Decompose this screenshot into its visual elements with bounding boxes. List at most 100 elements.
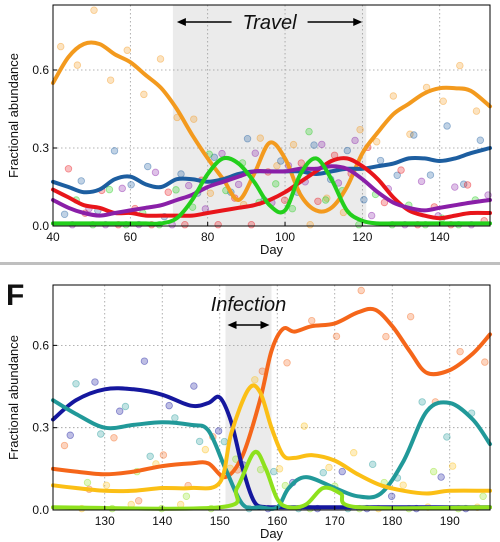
- scatter-point: [429, 467, 438, 476]
- scatter-point: [481, 358, 489, 366]
- x-axis-label: Day: [260, 526, 284, 541]
- scatter-point: [97, 430, 105, 438]
- scatter-point: [247, 220, 256, 229]
- annotation-text: Infection: [211, 294, 287, 316]
- scatter-point: [387, 492, 396, 500]
- scatter-point: [376, 156, 385, 165]
- scatter-point: [372, 138, 381, 146]
- scatter-point: [389, 92, 398, 100]
- scatter-point: [146, 452, 154, 460]
- scatter-point: [115, 407, 124, 415]
- scatter-point: [72, 380, 80, 388]
- scatter-point: [399, 481, 407, 489]
- y-tick-label: 0.0: [32, 503, 49, 517]
- y-tick-label: 0.3: [32, 141, 49, 155]
- x-tick-label: 140: [430, 230, 450, 244]
- x-tick-label: 170: [325, 514, 345, 528]
- x-tick-label: 80: [201, 230, 215, 244]
- chart-bottom: 130 140 150 160 170 180 190 0.0 0.3 0.6 Day Fractio…: [6, 279, 492, 541]
- series-line: [51, 40, 492, 214]
- scatter-point: [476, 136, 485, 144]
- scatter-point: [251, 149, 259, 157]
- scatter-point: [273, 162, 281, 170]
- scatter-point: [256, 134, 264, 142]
- scatter-point: [218, 149, 226, 158]
- scatter-point: [118, 184, 126, 193]
- scatter-point: [479, 492, 487, 500]
- scatter-point: [105, 185, 114, 194]
- series-line: [51, 306, 492, 480]
- scatter-point: [310, 141, 318, 149]
- scatter-point: [91, 378, 99, 386]
- series-line: [51, 449, 492, 511]
- scatter-point: [190, 115, 198, 123]
- annotation-arrowhead-right: [353, 18, 363, 26]
- scatter-point: [243, 135, 252, 143]
- scatter-point: [283, 359, 291, 367]
- scatter-point: [90, 6, 98, 14]
- series-line: [51, 155, 492, 226]
- x-tick-label: 140: [152, 514, 172, 528]
- scatter-point: [214, 220, 222, 229]
- x-tick-label: 100: [275, 230, 295, 244]
- scatter-point: [66, 431, 74, 439]
- scatter-point: [102, 481, 111, 490]
- series-line: [51, 164, 492, 218]
- scatter-point: [123, 46, 131, 54]
- scatter-point: [110, 434, 118, 442]
- panel-separator: [0, 262, 500, 265]
- scatter-point: [357, 286, 365, 295]
- scatter-point: [214, 427, 223, 435]
- scatter-point: [417, 177, 426, 186]
- scatter-point: [151, 168, 160, 177]
- scatter-point: [134, 497, 143, 505]
- y-tick-label: 0.3: [32, 421, 49, 435]
- scatter-point: [397, 166, 405, 174]
- scatter-point: [297, 159, 305, 167]
- scatter-point: [73, 61, 82, 69]
- x-axis-label: Day: [260, 242, 284, 257]
- scatter-point: [418, 398, 426, 406]
- scatter-point: [206, 189, 215, 197]
- y-axis-label: Fractional abundance: [6, 53, 21, 178]
- x-tick-label: 150: [210, 514, 230, 528]
- scatter-point: [256, 465, 265, 474]
- scatter-point: [369, 460, 377, 469]
- scatter-point: [181, 220, 189, 229]
- scatter-point: [325, 463, 333, 472]
- y-tick-label: 0.6: [32, 63, 49, 77]
- scatter-point: [472, 107, 481, 115]
- x-tick-label: 60: [124, 230, 138, 244]
- scatter-point: [140, 90, 148, 99]
- scatter-point: [106, 76, 115, 84]
- x-tick-label: 40: [46, 230, 60, 244]
- annotation-arrowhead-right: [260, 321, 270, 329]
- scatter-point: [460, 180, 468, 188]
- scatter-point: [210, 153, 218, 161]
- scatter-point: [456, 61, 464, 70]
- scatter-point: [437, 473, 445, 481]
- scatter-point: [277, 157, 285, 165]
- y-tick-label: 0.0: [32, 219, 49, 233]
- chart-top: 40 60 80 100 120 140 0.0 0.3 0.6 Day Fractional ab…: [6, 4, 492, 257]
- scatter-point: [300, 422, 308, 430]
- scatter-point: [356, 125, 364, 134]
- scatter-point: [144, 162, 152, 171]
- panel-label: F: [6, 279, 24, 312]
- scatter-point: [350, 449, 358, 457]
- scatter-point: [410, 131, 418, 139]
- scatter-point: [451, 183, 459, 191]
- scatter-point: [289, 140, 298, 149]
- scatter-point: [251, 376, 259, 384]
- scatter-point: [64, 165, 73, 173]
- scatter-point: [306, 220, 314, 229]
- scatter-point: [456, 347, 464, 356]
- scatter-point: [321, 196, 330, 204]
- scatter-point: [448, 462, 457, 470]
- y-tick-label: 0.6: [32, 338, 49, 352]
- scatter-point: [220, 437, 229, 446]
- x-tick-label: 190: [440, 514, 460, 528]
- axes-frame: [52, 4, 491, 227]
- x-tick-label: 180: [382, 514, 402, 528]
- scatter-point: [195, 437, 204, 446]
